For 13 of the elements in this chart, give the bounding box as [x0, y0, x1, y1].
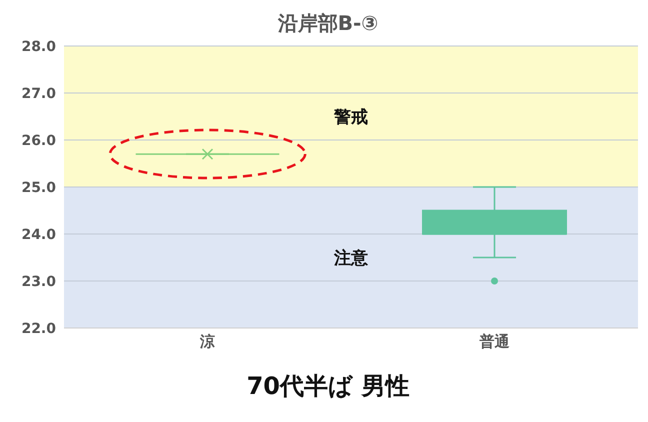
y-tick-label: 22.0 — [21, 320, 56, 337]
y-tick-label: 27.0 — [21, 86, 56, 102]
band-label: 警戒 — [333, 108, 368, 128]
x-tick-label: 普通 — [478, 332, 510, 351]
y-tick-label: 23.0 — [21, 274, 56, 290]
x-tick-label: 涼 — [199, 332, 215, 351]
y-tick-label: 25.0 — [21, 180, 56, 196]
band-label: 注意 — [333, 248, 369, 269]
y-tick-label: 28.0 — [21, 38, 56, 55]
y-tick-label: 26.0 — [21, 132, 56, 149]
text: 70代半ば 男性 — [246, 371, 410, 402]
y-tick-label: 24.0 — [21, 226, 56, 243]
chart-title: 沿岸部B-③ — [276, 10, 380, 37]
